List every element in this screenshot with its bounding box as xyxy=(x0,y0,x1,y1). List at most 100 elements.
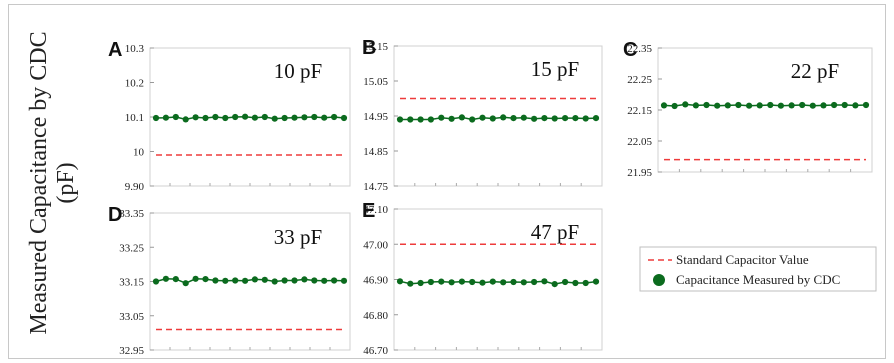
data-point xyxy=(427,116,434,123)
panel-d: 33.35 33.25 33.15 33.05 32.95 D 33 pF xyxy=(108,204,351,357)
y-tick-label: 33.05 xyxy=(119,311,144,323)
data-point xyxy=(152,114,160,122)
data-point xyxy=(531,278,538,286)
data-point xyxy=(469,116,476,123)
y-tick-label: 15.05 xyxy=(363,76,388,88)
data-point xyxy=(331,277,338,284)
data-point xyxy=(212,277,219,284)
y-tick-label: 10.1 xyxy=(125,112,144,124)
data-point xyxy=(809,102,816,109)
data-point xyxy=(756,102,763,109)
y-axis-label: Measured Capacitance by CDC (pF) xyxy=(26,31,79,334)
data-point xyxy=(242,113,249,120)
y-tick-label: 33.25 xyxy=(119,242,144,254)
data-point xyxy=(489,278,496,285)
data-point xyxy=(572,279,579,287)
y-tick-label: 22.35 xyxy=(627,43,652,55)
panel-label: 47 pF xyxy=(531,220,579,244)
data-point xyxy=(572,115,579,122)
data-point xyxy=(242,277,249,284)
data-point xyxy=(182,280,189,287)
data-point xyxy=(592,278,600,285)
data-point xyxy=(301,276,308,283)
data-point xyxy=(172,113,179,121)
data-point xyxy=(417,116,424,123)
data-point xyxy=(541,115,548,122)
data-point xyxy=(271,115,278,122)
panel-letter: C xyxy=(623,39,637,61)
panel-a: 10.3 10.2 10.1 10 9.90 A 10 pF xyxy=(108,39,351,193)
legend-marker-icon xyxy=(653,274,665,286)
data-point xyxy=(251,276,258,283)
y-tick-label: 33.35 xyxy=(119,208,144,220)
data-point xyxy=(500,114,507,121)
data-point xyxy=(592,115,600,122)
data-point xyxy=(541,278,548,285)
data-point xyxy=(489,115,496,122)
data-point xyxy=(202,276,209,283)
data-point xyxy=(222,277,229,284)
data-point xyxy=(192,275,199,282)
data-point xyxy=(582,279,589,287)
y-tick-label: 33.15 xyxy=(119,277,144,289)
y-tick-label: 46.80 xyxy=(363,310,388,322)
legend-box xyxy=(639,246,877,292)
data-point xyxy=(222,114,229,122)
data-point xyxy=(321,114,328,121)
data-point xyxy=(152,278,160,285)
data-point xyxy=(551,281,558,288)
data-point xyxy=(438,114,445,121)
panel-e: 47.10 47.00 46.90 46.80 46.70 E 47 pF xyxy=(362,200,603,357)
data-point xyxy=(510,278,517,286)
data-point xyxy=(212,113,219,121)
data-point xyxy=(407,116,414,123)
panel-letter: B xyxy=(362,37,376,59)
data-point xyxy=(271,278,278,285)
legend-label-measured: Capacitance Measured by CDC xyxy=(676,272,840,287)
data-point xyxy=(172,276,179,283)
y-tick-label: 46.70 xyxy=(363,345,388,357)
data-point xyxy=(311,277,318,284)
data-point xyxy=(841,101,848,109)
panel-letter: E xyxy=(362,200,375,222)
y-tick-label: 15.15 xyxy=(363,41,388,53)
panel-label: 15 pF xyxy=(531,57,579,81)
data-point xyxy=(714,102,721,109)
y-tick-label: 14.85 xyxy=(363,146,388,158)
data-point xyxy=(162,275,169,282)
data-point xyxy=(735,101,742,109)
data-point xyxy=(427,278,434,286)
y-tick-label: 22.15 xyxy=(627,105,652,117)
data-point xyxy=(767,101,774,109)
data-point xyxy=(311,113,318,121)
data-point xyxy=(724,102,731,109)
data-point xyxy=(831,101,838,109)
data-point xyxy=(703,101,710,109)
data-point xyxy=(396,278,404,285)
data-point xyxy=(281,277,288,284)
y-tick-label: 22.25 xyxy=(627,74,652,86)
y-tick-label: 10 xyxy=(133,147,145,159)
data-point xyxy=(251,114,258,121)
data-point xyxy=(438,278,445,285)
data-point xyxy=(407,280,414,287)
panel-label: 33 pF xyxy=(274,225,322,249)
y-tick-label: 47.00 xyxy=(363,239,388,251)
y-tick-label: 14.75 xyxy=(363,181,388,193)
data-point xyxy=(479,114,486,121)
panel-label: 22 pF xyxy=(791,59,839,83)
data-point xyxy=(469,278,476,286)
data-point xyxy=(182,116,189,123)
data-point xyxy=(510,115,517,122)
data-point xyxy=(340,277,348,284)
data-point xyxy=(448,115,455,122)
data-point xyxy=(396,116,404,123)
data-point xyxy=(820,102,827,109)
y-tick-label: 46.90 xyxy=(363,275,388,287)
data-point xyxy=(458,114,465,121)
data-point xyxy=(331,113,338,121)
y-tick-label: 10.3 xyxy=(125,43,145,55)
data-point xyxy=(291,114,298,121)
data-point xyxy=(551,115,558,122)
data-point xyxy=(500,279,507,286)
